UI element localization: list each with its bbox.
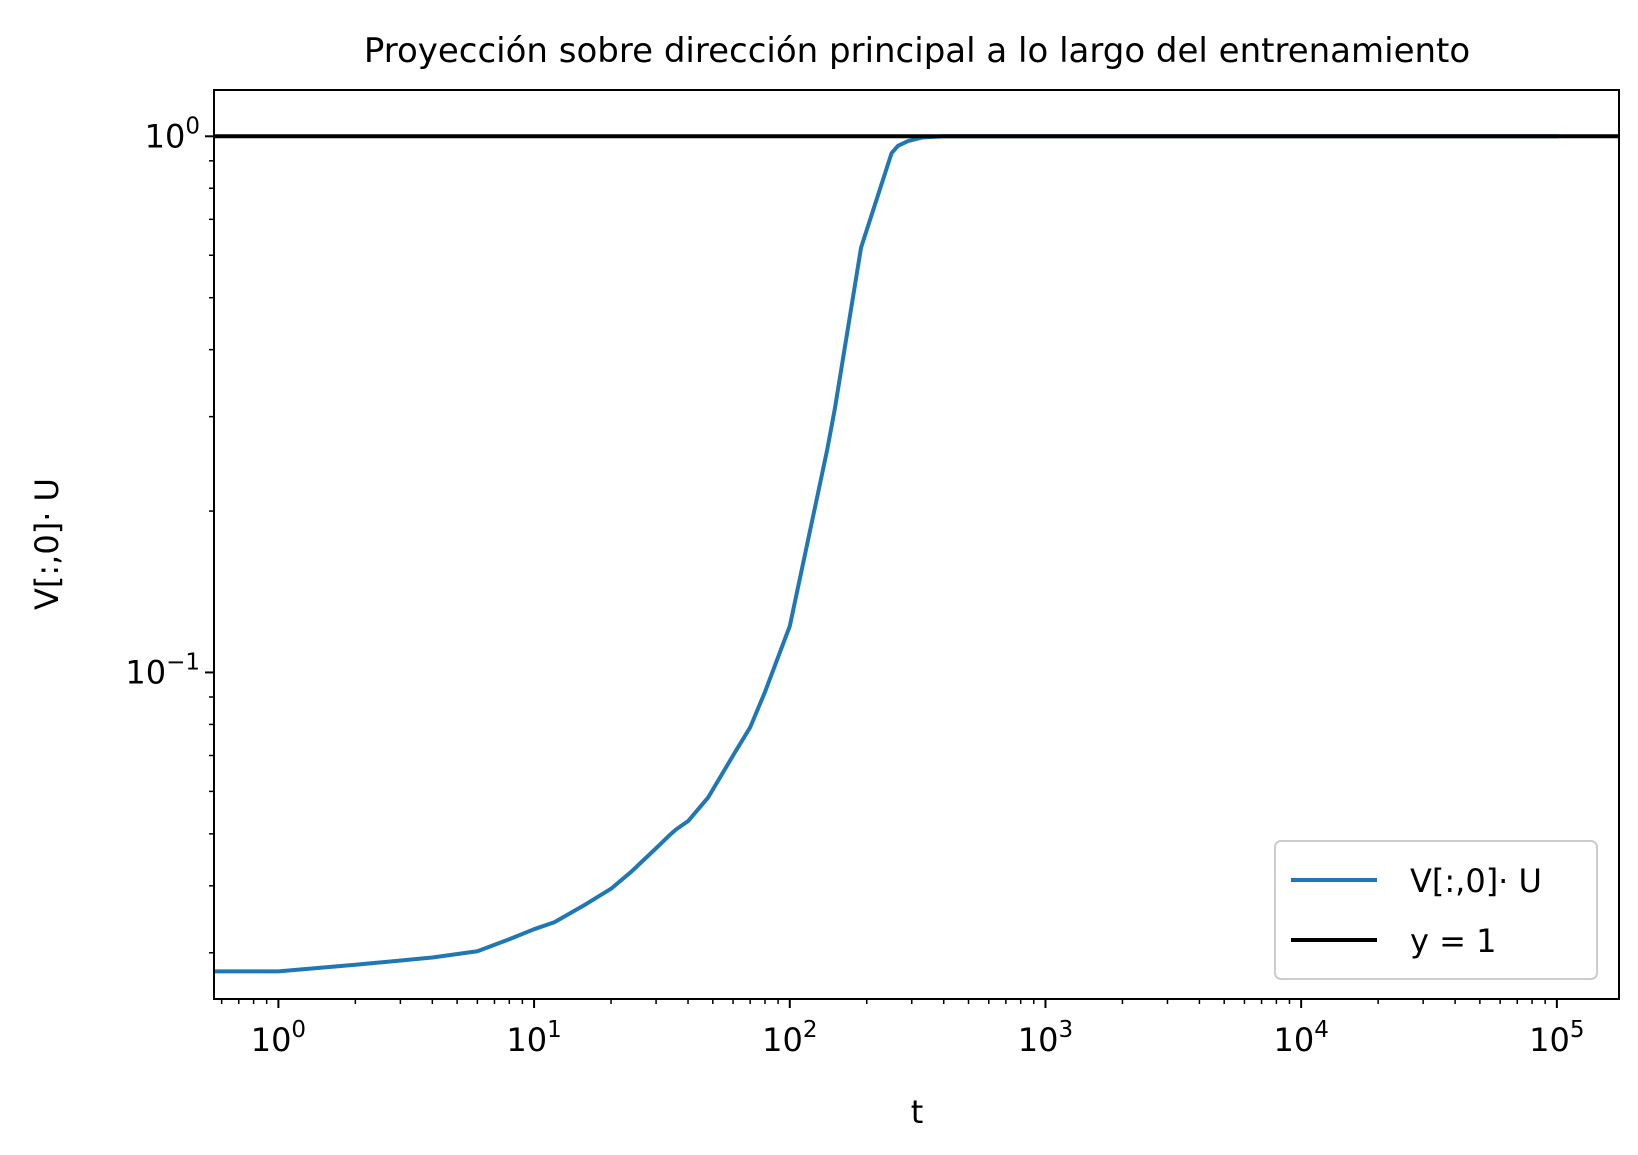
x-tick-label: 103 <box>1018 1017 1073 1059</box>
chart-title: Proyección sobre dirección principal a l… <box>364 31 1470 71</box>
legend-box <box>1274 840 1598 980</box>
x-axis-label: t <box>911 1093 924 1131</box>
legend-label-series-1: y = 1 <box>1410 922 1496 960</box>
x-tick-label: 100 <box>251 1017 306 1059</box>
x-tick-label: 104 <box>1273 1017 1328 1059</box>
legend: V[:,0]· U y = 1 <box>1274 840 1598 980</box>
x-tick-label: 105 <box>1529 1017 1584 1059</box>
major-tick-layer <box>205 135 1558 1008</box>
plot-series-layer <box>214 134 1619 974</box>
y-tick-label: 100 <box>145 113 200 155</box>
series-line-0 <box>214 134 1559 974</box>
plot-frame <box>213 89 1620 1000</box>
y-tick-label: 10−1 <box>125 649 200 691</box>
tick-label-layer: 100 101 102 103 104 105 10−1 100 <box>125 113 1584 1059</box>
legend-label-series-0: V[:,0]· U <box>1410 862 1542 900</box>
x-tick-label: 101 <box>506 1017 561 1059</box>
x-tick-label: 102 <box>762 1017 817 1059</box>
y-axis-label: V[:,0]· U <box>28 478 66 610</box>
